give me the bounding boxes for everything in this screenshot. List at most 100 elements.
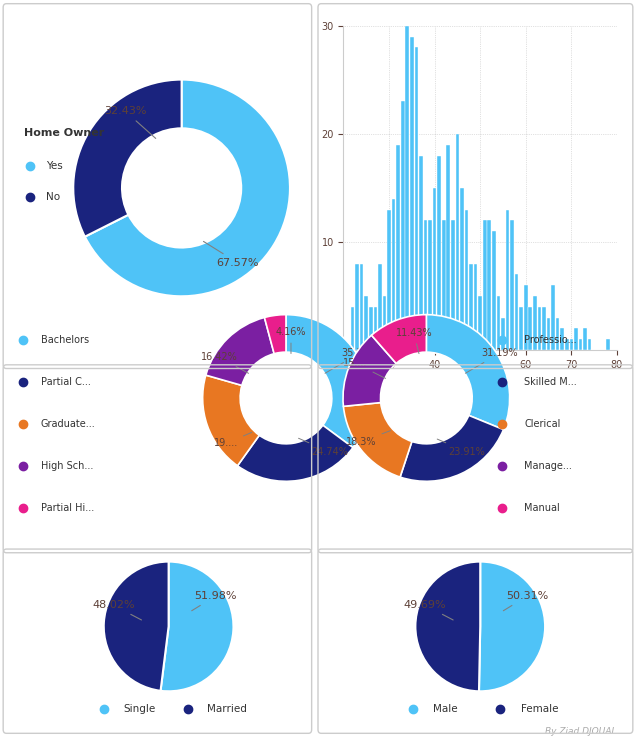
Wedge shape — [104, 562, 169, 691]
Text: Partial Hi...: Partial Hi... — [41, 503, 94, 513]
Text: Manage...: Manage... — [524, 461, 572, 471]
Text: 67.57%: 67.57% — [204, 242, 259, 268]
Text: Clerical: Clerical — [524, 419, 560, 429]
Bar — [419, 156, 423, 350]
Text: Yes: Yes — [46, 161, 63, 171]
Text: Professio...: Professio... — [524, 335, 577, 345]
Text: 18.3%: 18.3% — [346, 430, 391, 447]
Text: Female: Female — [521, 705, 558, 714]
Bar — [547, 318, 550, 350]
Text: Married: Married — [207, 705, 247, 714]
Bar — [465, 209, 468, 350]
Wedge shape — [286, 315, 370, 447]
Bar — [410, 37, 413, 350]
Wedge shape — [237, 425, 353, 481]
Bar — [556, 318, 560, 350]
Bar — [392, 199, 396, 350]
Bar — [588, 339, 591, 350]
Bar — [424, 220, 427, 350]
Bar — [405, 26, 409, 350]
Bar — [438, 156, 441, 350]
Bar — [478, 296, 482, 350]
Bar — [356, 264, 359, 350]
Text: Single: Single — [123, 705, 156, 714]
Text: No: No — [46, 192, 60, 202]
Text: 23.91%: 23.91% — [437, 439, 485, 457]
Wedge shape — [73, 80, 182, 237]
Wedge shape — [160, 562, 233, 691]
Text: 31.19%: 31.19% — [466, 349, 518, 373]
Bar — [460, 188, 464, 350]
Bar — [560, 329, 564, 350]
Wedge shape — [400, 416, 504, 481]
Text: 50.31%: 50.31% — [503, 591, 548, 611]
Bar — [537, 307, 541, 350]
Text: Skilled M...: Skilled M... — [524, 377, 577, 387]
Bar — [520, 307, 523, 350]
Wedge shape — [206, 318, 274, 385]
Wedge shape — [371, 315, 426, 363]
Bar — [533, 296, 537, 350]
Bar — [432, 188, 436, 350]
Bar — [524, 285, 528, 350]
Bar — [369, 307, 373, 350]
Bar — [383, 296, 386, 350]
Wedge shape — [479, 562, 545, 691]
Bar — [442, 220, 446, 350]
Bar — [569, 339, 573, 350]
Wedge shape — [343, 335, 396, 406]
Bar — [451, 220, 455, 350]
Text: Manual: Manual — [524, 503, 560, 513]
Text: Home Owner: Home Owner — [25, 128, 105, 139]
X-axis label: Age: Age — [469, 375, 491, 385]
Text: 48.02%: 48.02% — [92, 601, 141, 620]
Text: 4.16%: 4.16% — [276, 327, 306, 354]
Bar — [565, 339, 569, 350]
Bar — [551, 285, 555, 350]
Bar — [487, 220, 491, 350]
Bar — [428, 220, 432, 350]
Text: 16.42%: 16.42% — [201, 352, 249, 374]
Text: 35.14%: 35.14% — [325, 349, 378, 373]
Text: By Ziad DJOUAL: By Ziad DJOUAL — [546, 727, 617, 736]
Bar — [492, 231, 495, 350]
Wedge shape — [203, 375, 259, 466]
Bar — [574, 329, 577, 350]
Text: 15....: 15.... — [343, 358, 385, 378]
Bar — [446, 144, 450, 350]
Text: Bachelors: Bachelors — [41, 335, 89, 345]
Bar — [515, 274, 518, 350]
Text: Male: Male — [433, 705, 458, 714]
Bar — [360, 264, 364, 350]
Bar — [455, 134, 459, 350]
Wedge shape — [415, 562, 480, 691]
Bar — [373, 307, 377, 350]
Bar — [396, 144, 400, 350]
Bar — [583, 329, 587, 350]
Wedge shape — [85, 80, 290, 296]
Bar — [579, 339, 583, 350]
Bar — [542, 307, 546, 350]
Text: Partial C...: Partial C... — [41, 377, 90, 387]
Text: 49.69%: 49.69% — [404, 601, 453, 620]
Wedge shape — [265, 315, 286, 354]
Bar — [364, 296, 368, 350]
Bar — [401, 102, 404, 350]
Bar — [378, 264, 382, 350]
Bar — [415, 47, 418, 350]
Bar — [497, 296, 501, 350]
Bar — [387, 209, 391, 350]
Bar — [474, 264, 478, 350]
Bar — [469, 264, 473, 350]
Bar — [350, 307, 354, 350]
Bar — [501, 318, 505, 350]
Text: 19....: 19.... — [214, 433, 252, 448]
Text: 11.43%: 11.43% — [396, 328, 432, 354]
Bar — [606, 339, 610, 350]
Text: 24.74%: 24.74% — [298, 439, 348, 457]
Bar — [529, 307, 532, 350]
Wedge shape — [343, 402, 412, 477]
Wedge shape — [426, 315, 509, 430]
Text: 32.43%: 32.43% — [104, 106, 156, 139]
Bar — [506, 209, 509, 350]
